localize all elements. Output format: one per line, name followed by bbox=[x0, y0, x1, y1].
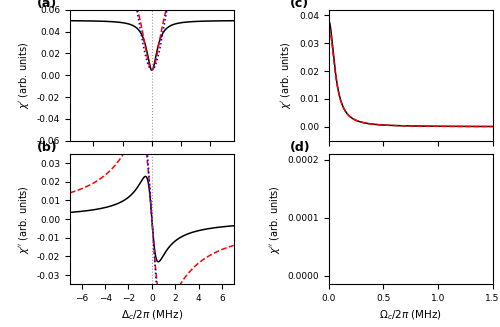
Text: (b): (b) bbox=[37, 141, 58, 154]
Y-axis label: $\chi''$ (arb. units): $\chi''$ (arb. units) bbox=[18, 185, 32, 253]
X-axis label: $\Delta_c/2\pi$ (MHz): $\Delta_c/2\pi$ (MHz) bbox=[121, 309, 183, 322]
Text: (a): (a) bbox=[37, 0, 58, 10]
Text: (d): (d) bbox=[290, 141, 310, 154]
Y-axis label: $\chi''$ (arb. units): $\chi''$ (arb. units) bbox=[268, 185, 282, 253]
X-axis label: $\Omega_c/2\pi$ (MHz): $\Omega_c/2\pi$ (MHz) bbox=[379, 309, 442, 322]
Y-axis label: $\chi'$ (arb. units): $\chi'$ (arb. units) bbox=[280, 42, 293, 109]
Text: (c): (c) bbox=[290, 0, 308, 10]
Y-axis label: $\chi'$ (arb. units): $\chi'$ (arb. units) bbox=[18, 42, 32, 109]
